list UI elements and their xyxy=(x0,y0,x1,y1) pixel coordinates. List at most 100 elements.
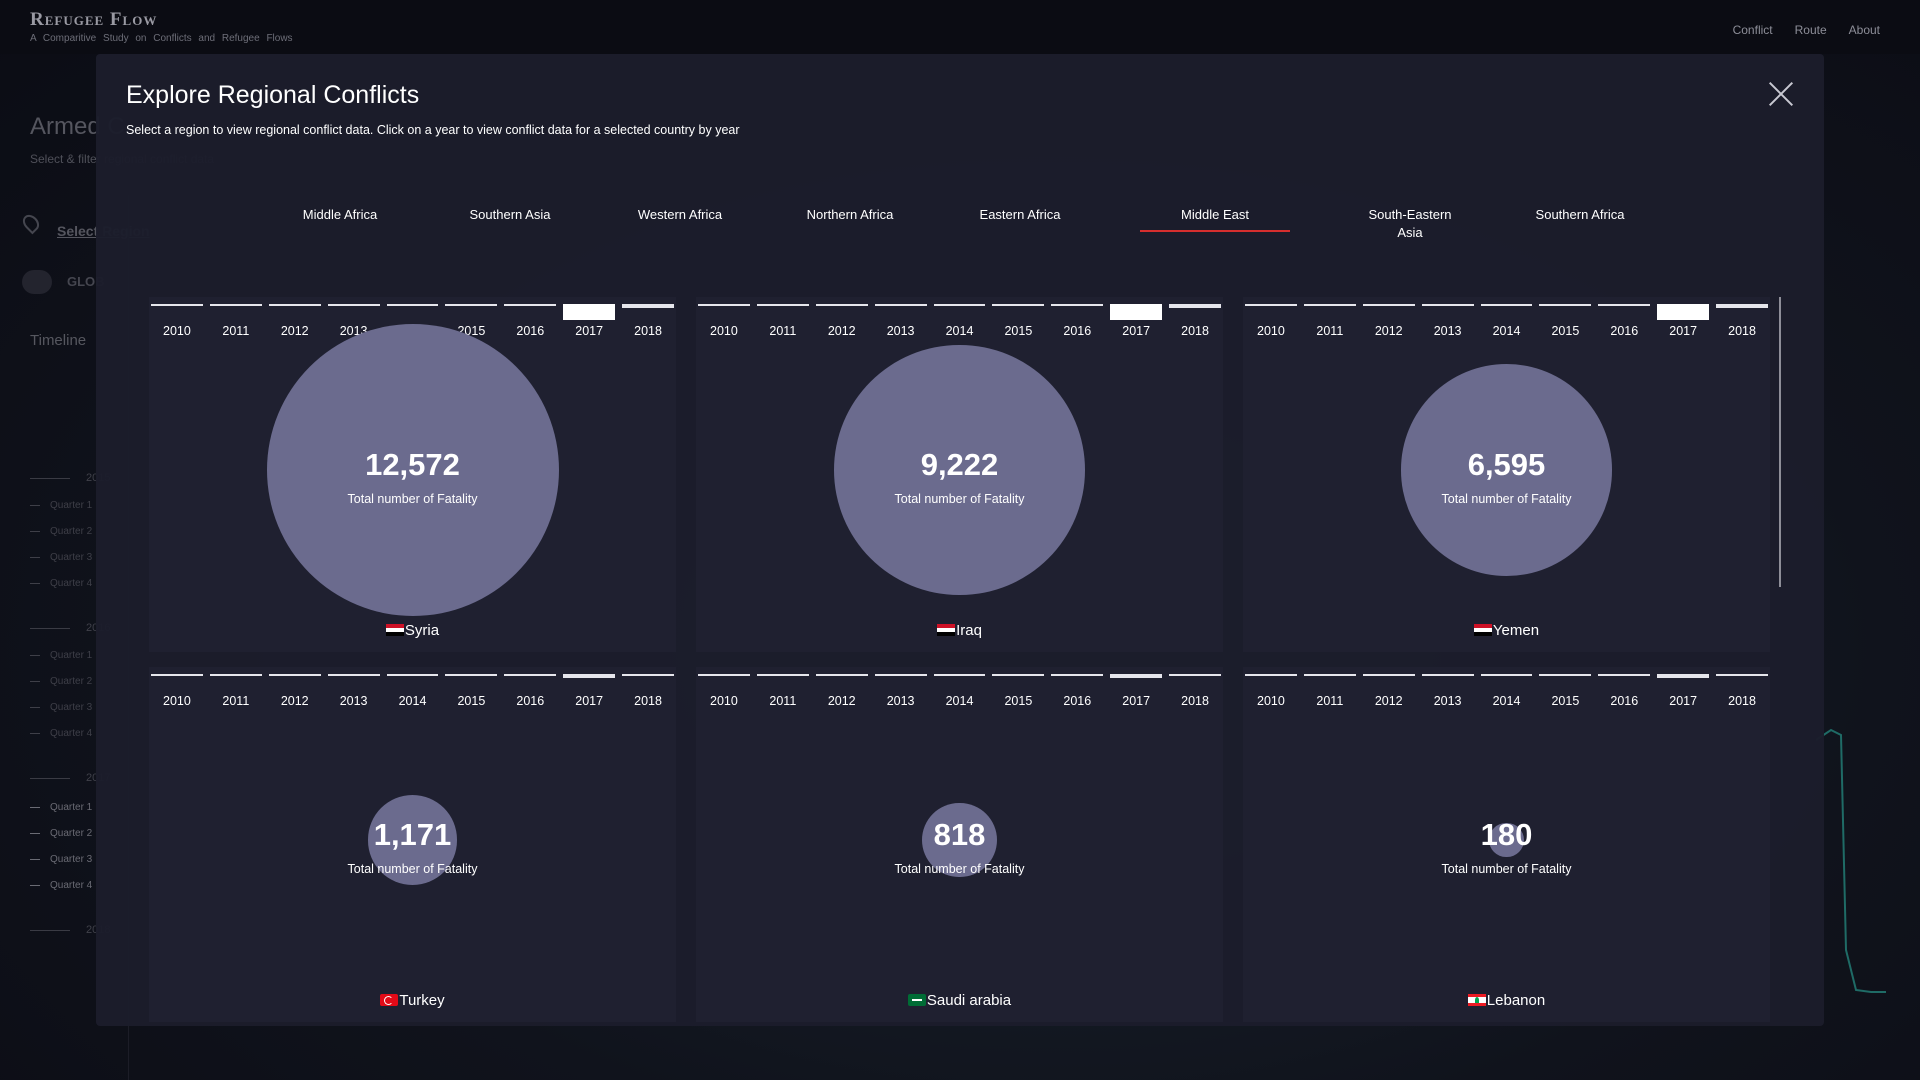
year-button-2012[interactable]: 2012 xyxy=(1362,297,1415,338)
tab-south-eastern-asia[interactable]: South-Eastern Asia xyxy=(1368,207,1452,240)
location-pin-icon xyxy=(19,211,43,235)
year-label: 2011 xyxy=(1316,324,1344,338)
year-button-2010[interactable]: 2010 xyxy=(1245,667,1297,708)
year-selector: 2010 2011 2012 2013 2014 2015 2016 2017 2018 xyxy=(696,667,1223,708)
tab-middle-africa[interactable]: Middle Africa xyxy=(302,207,378,222)
year-label: 2018 xyxy=(1181,324,1209,338)
tab-southern-africa[interactable]: Southern Africa xyxy=(1535,207,1625,222)
year-button-2017[interactable]: 2017 xyxy=(1657,667,1710,708)
year-button-2014[interactable]: 2014 xyxy=(1480,297,1533,338)
fatality-caption: Total number of Fatality xyxy=(1441,492,1572,506)
year-button-2017[interactable]: 2017 xyxy=(1110,667,1163,708)
year-button-2011[interactable]: 2011 xyxy=(756,297,809,338)
year-button-2011[interactable]: 2011 xyxy=(1303,297,1356,338)
year-button-2017[interactable]: 2017 xyxy=(1657,297,1710,338)
year-button-2014[interactable]: 2014 xyxy=(933,667,986,708)
tab-southern-asia[interactable]: Southern Asia xyxy=(469,207,551,222)
timeline-quarter[interactable]: Quarter 3 xyxy=(30,702,92,713)
timeline-year-divider xyxy=(30,628,70,629)
year-button-2013[interactable]: 2013 xyxy=(874,667,927,708)
year-button-2013[interactable]: 2013 xyxy=(327,667,380,708)
year-label: 2016 xyxy=(1610,324,1639,338)
year-label: 2017 xyxy=(1122,324,1151,338)
year-button-2016[interactable]: 2016 xyxy=(504,297,557,338)
year-button-2017[interactable]: 2017 xyxy=(563,297,616,338)
modal-scrollbar[interactable] xyxy=(1779,297,1781,587)
year-button-2011[interactable]: 2011 xyxy=(209,667,262,708)
year-indicator xyxy=(268,674,321,676)
year-indicator xyxy=(992,304,1045,306)
year-button-2016[interactable]: 2016 xyxy=(504,667,557,708)
tab-northern-africa[interactable]: Northern Africa xyxy=(806,207,894,222)
year-button-2010[interactable]: 2010 xyxy=(151,297,203,338)
year-button-2018[interactable]: 2018 xyxy=(1169,667,1222,708)
year-button-2010[interactable]: 2010 xyxy=(151,667,203,708)
timeline-quarter[interactable]: Quarter 3 xyxy=(30,552,92,563)
yemen-flag-icon xyxy=(1473,624,1492,636)
tab-middle-east[interactable]: Middle East xyxy=(1140,206,1290,232)
year-button-2014[interactable]: 2014 xyxy=(933,297,986,338)
year-button-2016[interactable]: 2016 xyxy=(1051,297,1104,338)
year-label: 2013 xyxy=(1433,324,1462,338)
year-button-2010[interactable]: 2010 xyxy=(698,297,750,338)
country-label: Lebanon xyxy=(1243,992,1770,1009)
year-button-2012[interactable]: 2012 xyxy=(815,297,868,338)
close-icon[interactable] xyxy=(1763,76,1799,112)
timeline-quarter[interactable]: Quarter 2 xyxy=(30,828,92,839)
year-button-2010[interactable]: 2010 xyxy=(698,667,750,708)
background-line-chart xyxy=(1816,728,1886,993)
timeline-quarter[interactable]: Quarter 1 xyxy=(30,802,92,813)
tab-western-africa[interactable]: Western Africa xyxy=(637,207,723,222)
nav-link-route[interactable]: Route xyxy=(1794,23,1827,37)
year-button-2014[interactable]: 2014 xyxy=(1480,667,1533,708)
timeline-quarter[interactable]: Quarter 4 xyxy=(30,728,92,739)
year-button-2012[interactable]: 2012 xyxy=(268,297,321,338)
year-button-2015[interactable]: 2015 xyxy=(992,297,1045,338)
year-button-2015[interactable]: 2015 xyxy=(1539,297,1592,338)
year-button-2018[interactable]: 2018 xyxy=(1169,297,1222,338)
year-button-2013[interactable]: 2013 xyxy=(1421,297,1474,338)
site-tagline: A Comparitive Study on Conflicts and Ref… xyxy=(30,33,293,44)
year-button-2014[interactable]: 2014 xyxy=(386,667,439,708)
timeline-quarter[interactable]: Quarter 4 xyxy=(30,578,92,589)
year-button-2016[interactable]: 2016 xyxy=(1598,667,1651,708)
timeline-quarter[interactable]: Quarter 4 xyxy=(30,880,92,891)
year-button-2012[interactable]: 2012 xyxy=(1362,667,1415,708)
country-name: Syria xyxy=(404,622,440,639)
year-button-2015[interactable]: 2015 xyxy=(1539,667,1592,708)
year-button-2018[interactable]: 2018 xyxy=(1716,667,1769,708)
timeline-quarter[interactable]: Quarter 1 xyxy=(30,650,92,661)
timeline-quarter[interactable]: Quarter 2 xyxy=(30,676,92,687)
year-button-2018[interactable]: 2018 xyxy=(622,667,675,708)
year-button-2013[interactable]: 2013 xyxy=(1421,667,1474,708)
year-button-2015[interactable]: 2015 xyxy=(445,667,498,708)
year-button-2012[interactable]: 2012 xyxy=(815,667,868,708)
country-label: Turkey xyxy=(149,992,676,1009)
timeline-quarter[interactable]: Quarter 1 xyxy=(30,500,92,511)
timeline-quarter[interactable]: Quarter 2 xyxy=(30,526,92,537)
year-button-2013[interactable]: 2013 xyxy=(874,297,927,338)
year-button-2011[interactable]: 2011 xyxy=(209,297,262,338)
timeline-year-divider xyxy=(30,778,70,779)
year-button-2011[interactable]: 2011 xyxy=(1303,667,1356,708)
year-button-2012[interactable]: 2012 xyxy=(268,667,321,708)
year-button-2010[interactable]: 2010 xyxy=(1245,297,1297,338)
year-button-2015[interactable]: 2015 xyxy=(992,667,1045,708)
year-button-2011[interactable]: 2011 xyxy=(756,667,809,708)
nav-link-about[interactable]: About xyxy=(1848,23,1880,37)
timeline-quarter[interactable]: Quarter 3 xyxy=(30,854,92,865)
year-button-2016[interactable]: 2016 xyxy=(1598,297,1651,338)
tab-eastern-africa[interactable]: Eastern Africa xyxy=(979,207,1061,222)
country-card: 2010 2011 2012 2013 2014 2015 2016 2017 2018 6,59… xyxy=(1243,297,1770,652)
year-button-2016[interactable]: 2016 xyxy=(1051,667,1104,708)
year-button-2017[interactable]: 2017 xyxy=(1110,297,1163,338)
country-name: Lebanon xyxy=(1486,992,1546,1009)
year-label: 2014 xyxy=(1492,324,1521,338)
globe-icon[interactable] xyxy=(22,270,52,294)
fatality-caption: Total number of Fatality xyxy=(347,492,478,506)
year-button-2017[interactable]: 2017 xyxy=(563,667,616,708)
year-button-2018[interactable]: 2018 xyxy=(622,297,675,338)
nav-link-conflict[interactable]: Conflict xyxy=(1732,23,1773,37)
year-button-2018[interactable]: 2018 xyxy=(1716,297,1769,338)
year-label: 2016 xyxy=(516,324,545,338)
